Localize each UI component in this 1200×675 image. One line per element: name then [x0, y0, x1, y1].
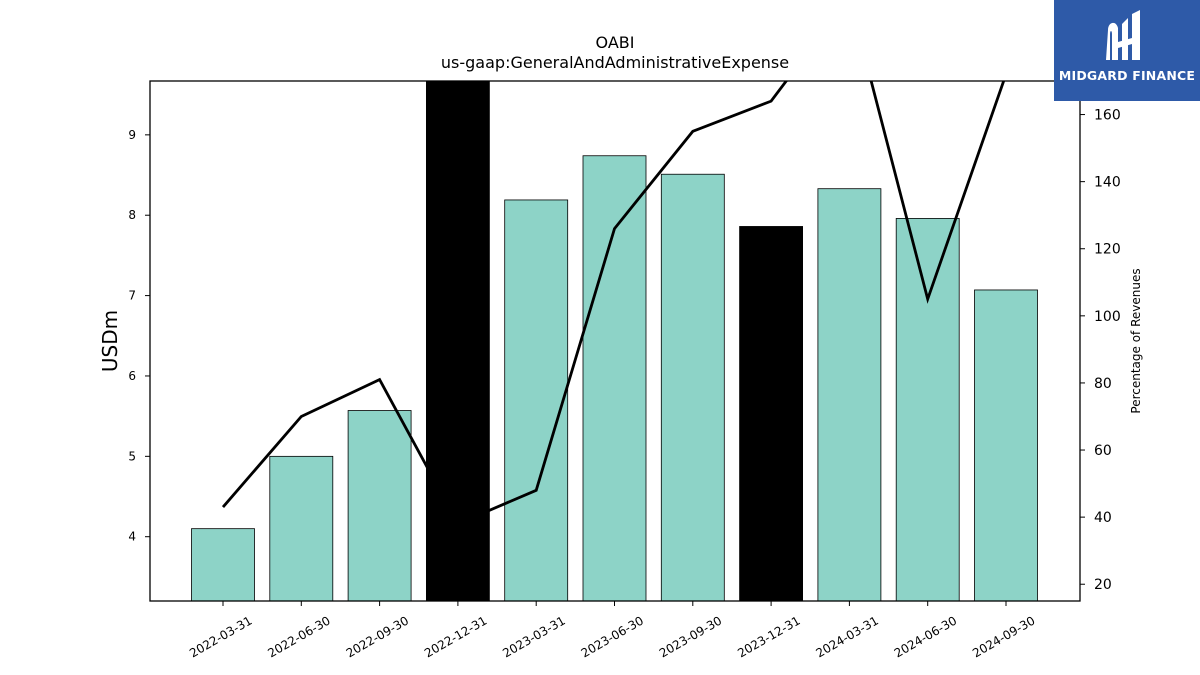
bar-2022-09-30: [347, 410, 412, 601]
x-tick-label: 2024-09-30: [970, 613, 1037, 660]
y-axis-right: 20 40 60 80 100 120 140 160: [1080, 108, 1121, 593]
line-group: [221, 81, 1006, 526]
y2-tick-label: 80: [1094, 376, 1112, 392]
bar-2023-03-31: [504, 199, 569, 601]
y-tick-label: 9: [128, 128, 136, 142]
x-tick-label: 2023-03-31: [500, 613, 567, 660]
bar-2024-03-31: [817, 188, 882, 601]
x-tick-label: 2022-06-30: [265, 613, 332, 660]
y2-tick-label: 140: [1094, 175, 1121, 191]
y2-tick-label: 160: [1094, 108, 1121, 124]
bars-group: [191, 81, 1038, 601]
y-tick-label: 4: [128, 530, 136, 544]
percentage-line: [221, 81, 1006, 526]
bar-2023-09-30: [660, 173, 725, 601]
bar-2022-03-31: [191, 528, 255, 601]
x-tick-label: 2023-06-30: [579, 613, 646, 660]
x-tick-label: 2022-03-31: [187, 613, 254, 660]
x-axis: 2022-03-31 2022-06-30 2022-09-30 2022-12-31…: [187, 601, 1038, 660]
bar-2024-09-30: [974, 289, 1038, 601]
chart-title: OABI: [596, 33, 635, 52]
brand-name: MIDGARD FINANCE: [1058, 68, 1196, 83]
y-tick-label: 7: [128, 289, 136, 303]
y-axis-left: 4 5 6 7 8 9: [128, 128, 150, 544]
x-tick-label: 2022-12-31: [422, 613, 489, 660]
bar-2023-06-30: [582, 155, 647, 601]
bar-2023-12-31: [739, 226, 803, 601]
x-tick-label: 2024-03-31: [813, 613, 880, 660]
y2-axis-label: Percentage of Revenues: [1129, 268, 1143, 413]
y2-tick-label: 120: [1094, 242, 1121, 258]
bar-2022-06-30: [269, 455, 334, 601]
bar-2024-06-30: [895, 218, 960, 601]
y-tick-label: 6: [128, 369, 136, 383]
y2-tick-label: 60: [1094, 443, 1112, 459]
y2-tick-label: 20: [1094, 577, 1112, 593]
x-tick-label: 2024-06-30: [892, 613, 959, 660]
x-tick-label: 2022-09-30: [344, 613, 411, 660]
y-tick-label: 8: [128, 208, 136, 222]
y-axis-label: USDm: [98, 310, 122, 372]
brand-logo: MIDGARD FINANCE: [1054, 0, 1200, 101]
x-tick-label: 2023-09-30: [657, 613, 724, 660]
y2-tick-label: 40: [1094, 510, 1112, 526]
chart-subtitle: us-gaap:GeneralAndAdministrativeExpense: [441, 53, 789, 72]
x-tick-label: 2023-12-31: [735, 613, 802, 660]
midgard-logo-icon: [1106, 10, 1140, 60]
y-tick-label: 5: [128, 449, 136, 463]
y2-tick-label: 100: [1094, 309, 1121, 325]
